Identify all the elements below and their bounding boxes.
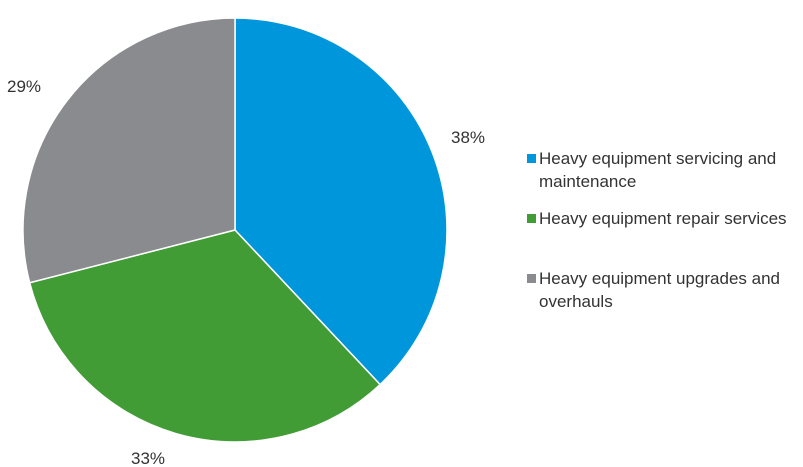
legend-swatch-upgrades: [527, 274, 536, 283]
legend-label-servicing: Heavy equipment servicing and maintenanc…: [539, 149, 777, 191]
data-label-upgrades: 29%: [7, 77, 41, 96]
legend-swatch-repair: [527, 214, 536, 223]
pie-slice-repair: [28, 229, 382, 443]
data-label-servicing: 38%: [451, 128, 485, 147]
legend-label-repair: Heavy equipment repair services: [539, 209, 787, 228]
legend-label-upgrades: Heavy equipment upgrades and overhauls: [539, 269, 780, 311]
data-label-repair: 33%: [131, 449, 165, 467]
legend-item-upgrades: Heavy equipment upgrades and overhauls: [527, 267, 803, 313]
legend-item-repair: Heavy equipment repair services: [527, 207, 803, 230]
pie-slice-servicing: [234, 17, 448, 386]
legend-item-servicing: Heavy equipment servicing and maintenanc…: [527, 147, 803, 193]
legend-swatch-servicing: [527, 154, 536, 163]
pie-slice-upgrades: [22, 17, 236, 284]
